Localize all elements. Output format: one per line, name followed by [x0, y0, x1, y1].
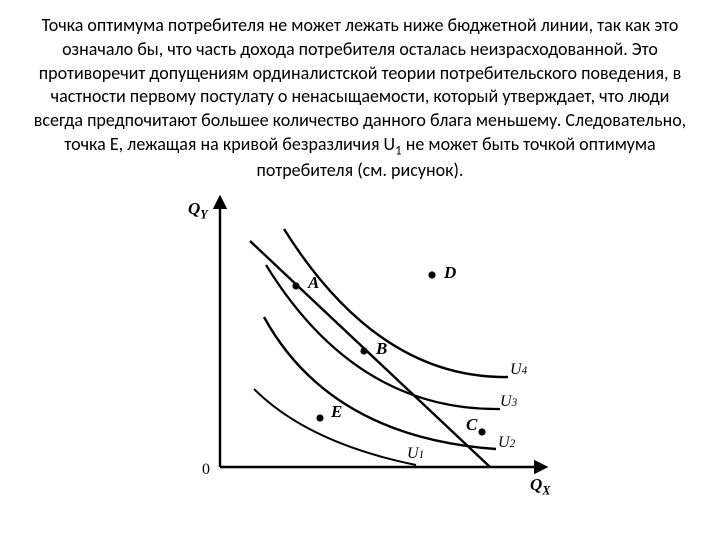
point-label-e: E [331, 402, 342, 422]
point-a [292, 283, 299, 290]
point-label-b: B [376, 339, 387, 359]
chart-svg [160, 191, 560, 511]
curve-label-u4: U4 [510, 361, 527, 379]
point-label-d: D [444, 263, 456, 283]
curve-label-u3: U3 [500, 393, 517, 411]
point-b [360, 348, 367, 355]
main-paragraph: Точка оптимума потребителя не может лежа… [28, 14, 692, 183]
point-e [316, 415, 323, 422]
curve-label-u2: U2 [498, 434, 515, 452]
para-sub: 1 [395, 143, 402, 158]
origin-label: 0 [202, 461, 210, 479]
point-d [428, 272, 435, 279]
x-axis-label: QX [530, 475, 550, 498]
economics-chart: QY QX 0 A B E C D U1 U2 U3 U4 [160, 191, 560, 511]
y-axis-label: QY [188, 199, 208, 222]
curve-label-u1: U1 [407, 445, 424, 463]
point-label-a: A [308, 273, 319, 293]
point-label-c: C [466, 415, 477, 435]
point-c [478, 429, 485, 436]
chart-container: QY QX 0 A B E C D U1 U2 U3 U4 [28, 191, 692, 511]
